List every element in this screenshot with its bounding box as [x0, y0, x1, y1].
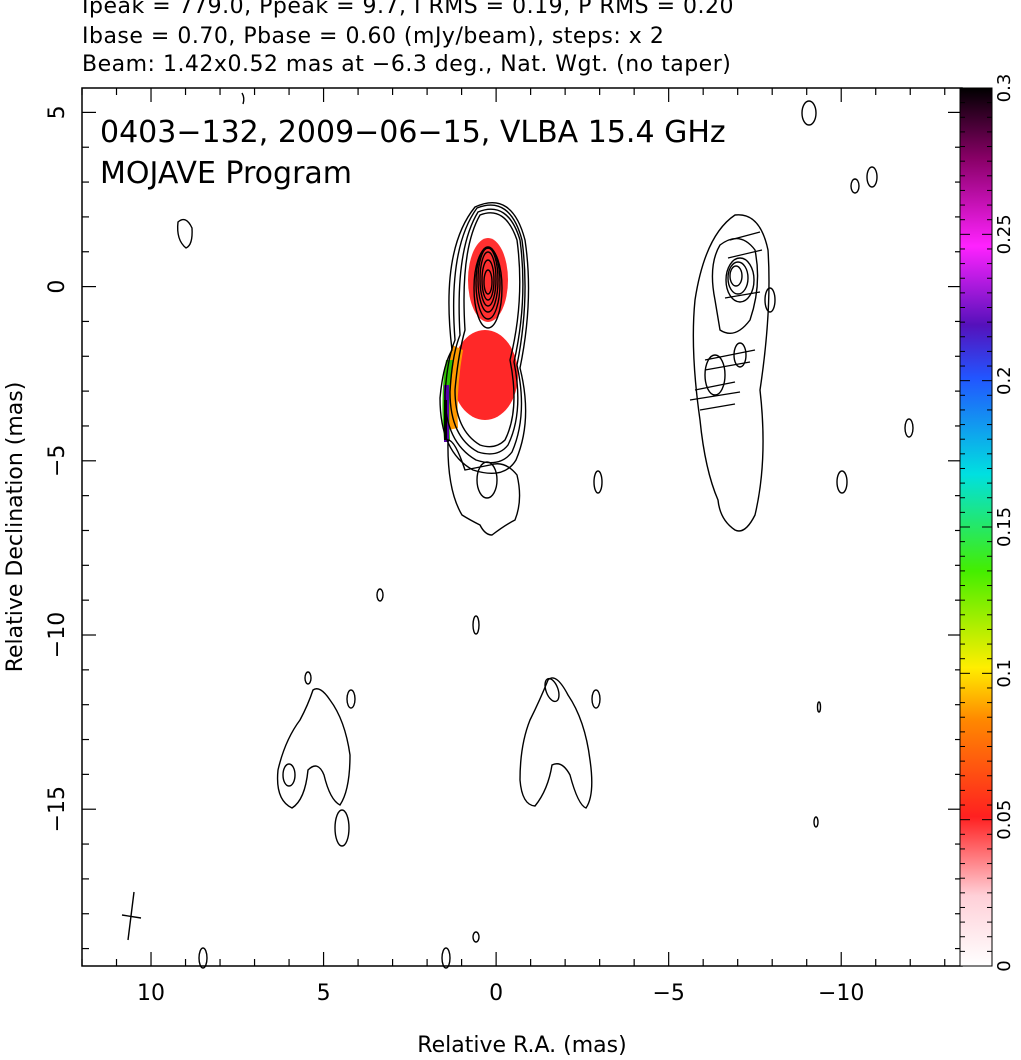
contour	[476, 461, 498, 499]
x-tick-label: 5	[317, 981, 331, 1006]
contour	[479, 251, 497, 307]
colorbar-tick-label: 0.2	[994, 366, 1015, 395]
contour	[241, 92, 245, 105]
contour	[304, 671, 312, 685]
y-tick-label: 5	[45, 105, 70, 119]
contour	[593, 470, 603, 494]
colorbar: 0 0.05 0.1 0.15 0.2 0.25 0.3	[959, 74, 1015, 972]
polarization-vector	[727, 249, 763, 259]
contour	[904, 418, 914, 438]
contour	[544, 677, 560, 703]
contour	[472, 615, 480, 635]
contour	[346, 689, 356, 709]
polarization-vector	[704, 349, 756, 361]
y-tick-labels: 5 0 −5 −10 −15	[45, 105, 70, 832]
polarization-vector	[724, 291, 761, 299]
colorbar-tick-label: 0.05	[994, 800, 1015, 840]
y-tick-label: −10	[45, 612, 70, 658]
contour	[692, 214, 770, 532]
contour	[711, 237, 759, 334]
colorbar-tick-label: 0.25	[994, 214, 1015, 254]
contour	[477, 247, 499, 313]
contour	[729, 265, 743, 287]
contour	[836, 470, 848, 494]
x-tick-labels: 10 5 0 −5 −10	[137, 981, 864, 1006]
polarization-vector	[694, 381, 736, 391]
polarization-vector	[704, 361, 751, 371]
contour	[727, 261, 749, 295]
contour	[447, 439, 521, 536]
beam-marker	[127, 891, 135, 941]
contour	[444, 204, 526, 464]
contour	[733, 342, 747, 368]
colorbar-tick-label: 0.15	[994, 507, 1015, 547]
contour	[591, 689, 601, 709]
contour	[439, 202, 530, 474]
header-base-line: Ibase = 0.70, Pbase = 0.60 (mJy/beam), s…	[82, 24, 665, 49]
header-stats-line: Ipeak = 779.0, Ppeak = 9.7, I RMS = 0.19…	[82, 0, 734, 19]
axis-ticks	[81, 88, 962, 966]
contour-map	[121, 92, 914, 969]
y-tick-label: −5	[45, 445, 70, 477]
contour	[850, 178, 860, 194]
colorbar-tick-label: 0.3	[994, 74, 1015, 103]
contour	[449, 208, 524, 455]
contour	[764, 287, 776, 313]
contour	[176, 218, 193, 249]
chart-subtitle: MOJAVE Program	[100, 156, 352, 191]
x-axis-label: Relative R.A. (mas)	[417, 1033, 626, 1058]
contour	[276, 688, 351, 809]
contour	[816, 701, 822, 713]
contour	[475, 246, 501, 320]
x-tick-label: 10	[137, 981, 165, 1006]
contour	[801, 100, 817, 126]
contour	[866, 166, 878, 188]
contour	[481, 259, 495, 301]
contour	[376, 588, 384, 602]
y-axis-label: Relative Declination (mas)	[3, 382, 28, 673]
contour	[441, 947, 451, 969]
x-tick-label: −10	[818, 981, 864, 1006]
contour	[483, 269, 493, 295]
contour	[813, 816, 819, 828]
colorbar-tick-label: 0.1	[994, 659, 1015, 688]
contour	[198, 947, 208, 969]
y-tick-label: −15	[45, 786, 70, 832]
y-tick-label: 0	[45, 280, 70, 294]
polarization-vector	[689, 391, 741, 401]
contour	[472, 931, 480, 943]
colorbar-tick-label: 0	[994, 960, 1015, 971]
contour	[725, 257, 755, 303]
contour	[704, 354, 726, 396]
x-tick-label: −5	[652, 981, 684, 1006]
polarization-vector	[699, 403, 736, 411]
polarization-vector	[729, 231, 761, 241]
header-beam-line: Beam: 1.42x0.52 mas at −6.3 deg., Nat. W…	[82, 52, 732, 77]
chart-title: 0403−132, 2009−06−15, VLBA 15.4 GHz	[100, 115, 726, 150]
contour	[454, 212, 521, 448]
contour	[334, 809, 350, 847]
contour	[519, 677, 593, 809]
plot-frame	[81, 87, 963, 967]
contour	[282, 763, 296, 787]
x-tick-label: 0	[489, 981, 503, 1006]
